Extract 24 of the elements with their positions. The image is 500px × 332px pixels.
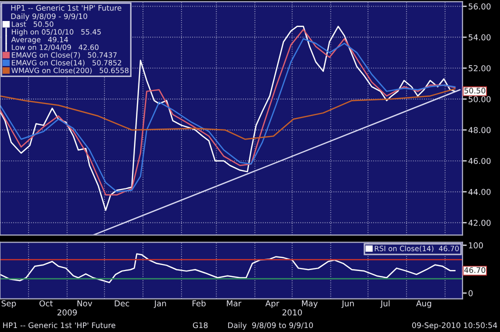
x-tick-label: Feb bbox=[192, 300, 206, 306]
x-tick-label: Aug bbox=[416, 300, 432, 308]
x-tick-label: Sep bbox=[2, 300, 16, 308]
y-tick-label: 44.00 bbox=[468, 188, 491, 195]
y-tick-label: 50.00 bbox=[468, 96, 491, 102]
y-tick-label: 54.00 bbox=[468, 34, 491, 40]
x2-tick-label: 2010 bbox=[282, 309, 302, 316]
x-tick-label: Apr bbox=[265, 300, 280, 308]
x-tick-label: Jun bbox=[341, 300, 354, 308]
x-tick-label: Oct bbox=[39, 300, 53, 306]
y-tick-label: 46.00 bbox=[468, 158, 491, 164]
y-tick-label: 100 bbox=[468, 242, 483, 248]
x-tick-label: Nov bbox=[77, 300, 92, 306]
x2-tick-label: 2009 bbox=[57, 309, 77, 316]
x-tick-label: Jan bbox=[154, 300, 166, 308]
y-tick-label: 56.00 bbox=[468, 3, 491, 10]
x-tick-label: Dec bbox=[114, 300, 130, 306]
y-tick-label: 0 bbox=[468, 290, 473, 296]
y-tick-label: 42.00 bbox=[468, 220, 491, 226]
x-tick-label: Jul bbox=[380, 300, 390, 308]
x-tick-label: Mar bbox=[226, 300, 242, 306]
y-tick-label: 52.00 bbox=[468, 65, 491, 72]
y-tick-label: 48.00 bbox=[468, 127, 491, 134]
x-tick-label: May bbox=[302, 300, 318, 308]
